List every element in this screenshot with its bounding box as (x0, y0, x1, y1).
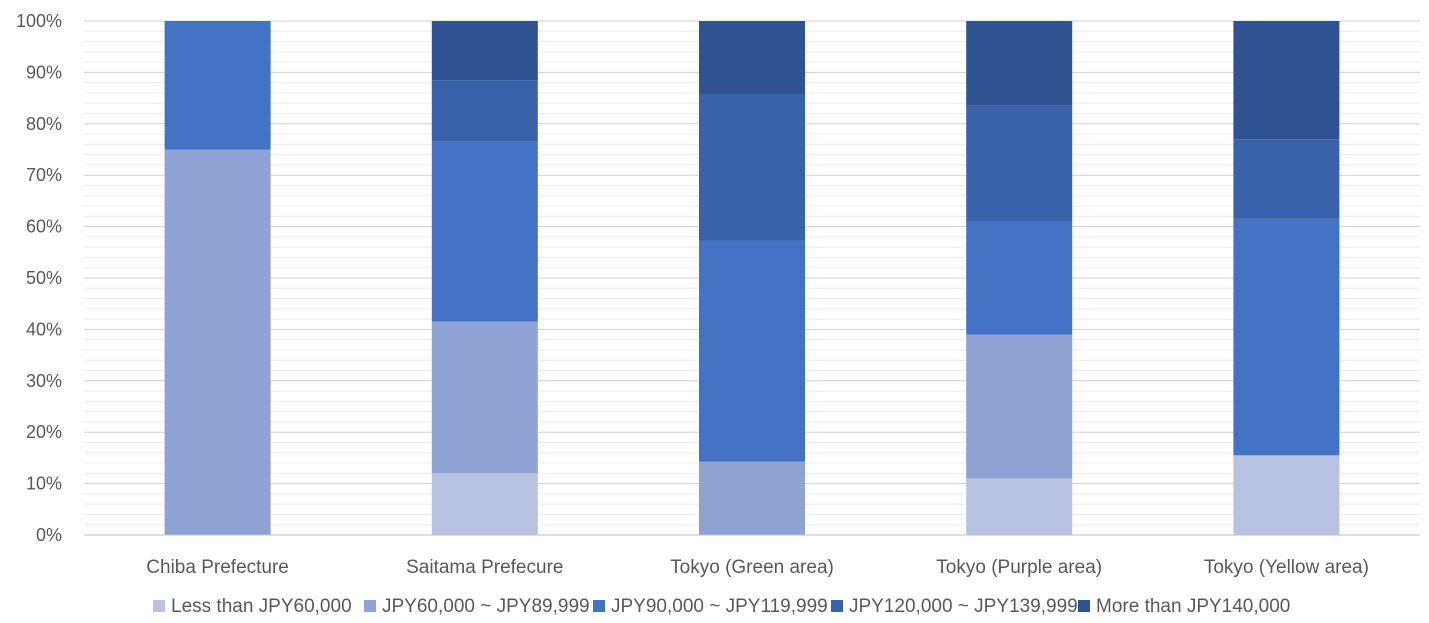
legend-label: More than JPY140,000 (1096, 596, 1290, 617)
legend-label: Less than JPY60,000 (171, 596, 352, 617)
x-category-label: Chiba Prefecture (146, 557, 289, 578)
bar-segment (699, 240, 805, 462)
x-category-label: Tokyo (Purple area) (936, 557, 1102, 578)
legend-item: JPY60,000 ~ JPY89,999 (364, 596, 590, 617)
legend-label: JPY60,000 ~ JPY89,999 (382, 596, 590, 617)
y-tick-label: 100% (16, 11, 62, 31)
bar-segment (699, 21, 805, 94)
legend-item: JPY90,000 ~ JPY119,999 (593, 596, 828, 617)
axes: 0% 10% 20% 30% 40% 50% 60% 70% 80% 90% 100% Chiba P… (16, 11, 1420, 578)
bar-segment (431, 141, 538, 322)
y-tick-label: 40% (26, 319, 62, 339)
bar-segment (431, 321, 538, 474)
bar-segment (1233, 21, 1340, 140)
legend-label: JPY90,000 ~ JPY119,999 (611, 596, 828, 617)
bar-segment (1233, 218, 1340, 456)
y-tick-label: 30% (26, 371, 62, 391)
legend-swatch (831, 600, 843, 612)
y-tick-label: 10% (26, 474, 62, 494)
bar-segment (966, 221, 1073, 335)
bar-segment (966, 21, 1073, 106)
bar-segment (164, 149, 271, 535)
bar-segment (1233, 455, 1340, 535)
bar-segment (966, 334, 1073, 479)
legend-swatch (153, 600, 165, 612)
y-tick-label: 20% (26, 422, 62, 442)
x-category-label: Tokyo (Yellow area) (1204, 557, 1369, 578)
bar-segment (699, 461, 805, 535)
x-category-label: Tokyo (Green area) (670, 557, 834, 578)
bars (164, 21, 1340, 535)
y-tick-label: 0% (36, 525, 62, 545)
legend-swatch (1078, 600, 1090, 612)
bar-segment (431, 80, 538, 142)
bar-segment (699, 93, 805, 241)
legend-item: JPY120,000 ~ JPY139,999 (831, 596, 1078, 617)
legend-swatch (593, 600, 605, 612)
y-tick-label: 70% (26, 165, 62, 185)
legend: Less than JPY60,000 JPY60,000 ~ JPY89,999… (153, 596, 1290, 617)
legend-label: JPY120,000 ~ JPY139,999 (849, 596, 1078, 617)
bar-segment (966, 105, 1073, 222)
bar-segment (1233, 139, 1340, 219)
x-category-label: Saitama Prefecure (406, 557, 563, 578)
legend-item: Less than JPY60,000 (153, 596, 352, 617)
y-tick-label: 90% (26, 62, 62, 82)
bar-segment (164, 21, 271, 150)
y-tick-label: 80% (26, 114, 62, 134)
legend-swatch (364, 600, 376, 612)
y-tick-label: 50% (26, 268, 62, 288)
bar-segment (966, 478, 1073, 535)
bar-segment (431, 21, 538, 81)
bar-segment (431, 473, 538, 535)
legend-item: More than JPY140,000 (1078, 596, 1290, 617)
y-tick-label: 60% (26, 217, 62, 237)
